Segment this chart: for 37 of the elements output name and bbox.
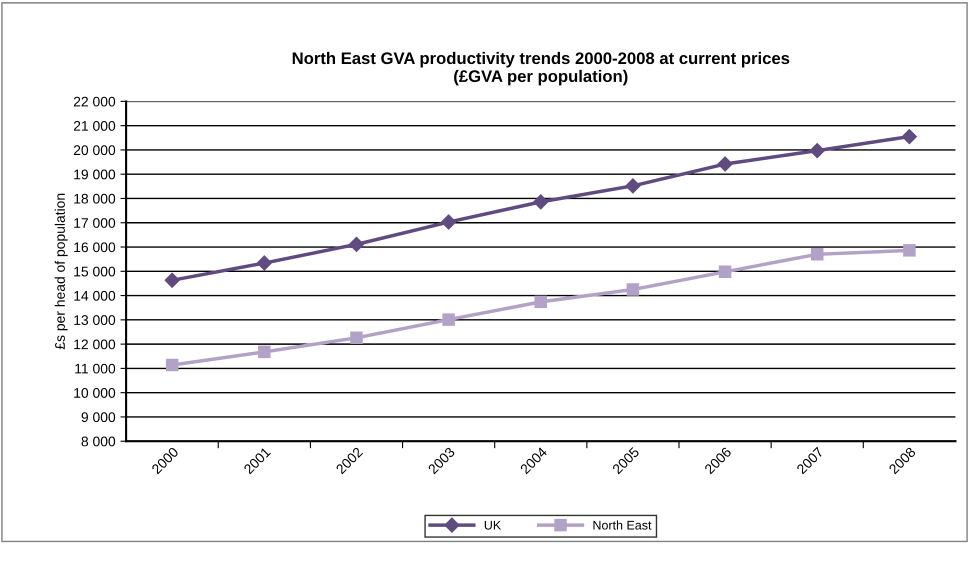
point	[718, 266, 732, 278]
point	[350, 332, 363, 344]
legend-label: North East	[593, 520, 652, 530]
y-tick-label: 8 000	[82, 436, 116, 446]
chart-title: North East GVA productivity trends 2000-2008 at current prices (£GVA per population)	[292, 52, 790, 86]
y-tick-label: 18 000	[74, 194, 116, 204]
y-tick-label: 16 000	[74, 242, 116, 252]
y-tick-label: 17 000	[74, 218, 116, 228]
point	[534, 296, 548, 308]
y-tick-label: 22 000	[74, 96, 116, 107]
y-tick-label: 15 000	[74, 266, 116, 276]
y-tick-label: 9 000	[82, 412, 116, 422]
point	[810, 248, 824, 261]
point	[902, 129, 917, 144]
point	[164, 272, 180, 288]
point	[903, 244, 916, 257]
point	[166, 358, 178, 372]
y-tick-label: 10 000	[74, 388, 116, 398]
point	[441, 214, 456, 230]
y-tick-label: 21 000	[74, 120, 116, 131]
point	[626, 283, 640, 296]
point	[256, 255, 272, 271]
y-axis-title: £s per head of population	[54, 194, 68, 350]
point	[258, 346, 271, 358]
point	[718, 156, 733, 172]
y-tick-label: 11 000	[75, 364, 116, 374]
y-tick-label: 19 000	[74, 170, 116, 180]
point	[442, 313, 455, 326]
y-tick-label: 12 000	[74, 339, 116, 350]
y-tick-label: 14 000	[74, 290, 116, 301]
y-tick-label: 13 000	[74, 315, 116, 326]
y-tick-label: 20 000	[74, 145, 116, 156]
legend-label: UK	[484, 520, 502, 530]
point	[625, 178, 640, 194]
point	[348, 236, 364, 252]
point	[810, 143, 825, 158]
point	[533, 194, 548, 210]
